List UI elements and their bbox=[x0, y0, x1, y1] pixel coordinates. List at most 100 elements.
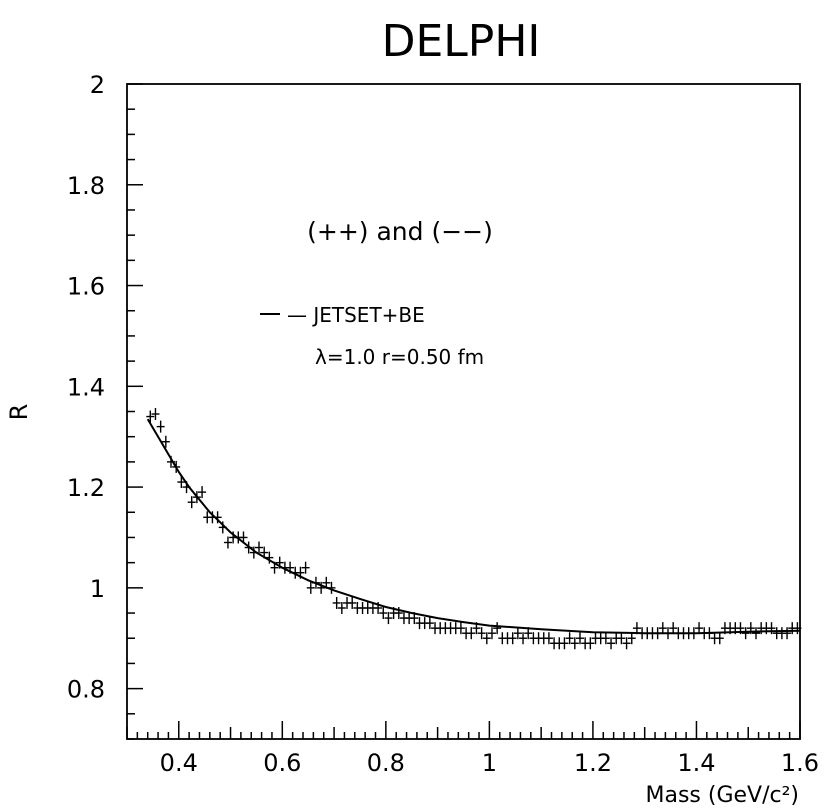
data-point bbox=[653, 627, 662, 640]
y-tick-label: 2 bbox=[90, 71, 105, 99]
annotation-parameters: λ=1.0 r=0.50 fm bbox=[315, 345, 484, 369]
x-tick-label: 1.4 bbox=[677, 749, 715, 777]
data-point bbox=[715, 632, 724, 645]
data-point bbox=[493, 622, 502, 635]
data-point bbox=[374, 602, 383, 614]
x-tick-label: 0.4 bbox=[160, 749, 198, 777]
data-point bbox=[570, 637, 579, 650]
data-point bbox=[394, 607, 403, 620]
legend-entry-jetset: — JETSET+BE bbox=[287, 303, 425, 327]
data-point bbox=[425, 617, 434, 630]
data-point bbox=[322, 576, 331, 589]
y-axis-label: R bbox=[5, 404, 33, 421]
data-point bbox=[669, 622, 678, 635]
data-point bbox=[265, 551, 274, 564]
data-point bbox=[565, 632, 574, 645]
data-point bbox=[751, 627, 760, 640]
x-tick-label: 1.2 bbox=[574, 749, 612, 777]
fit-curve bbox=[146, 418, 801, 635]
plot-frame bbox=[126, 83, 801, 740]
data-point bbox=[146, 410, 155, 423]
data-point bbox=[544, 632, 553, 645]
data-point bbox=[379, 607, 388, 620]
data-points bbox=[146, 408, 802, 650]
x-tick-label: 1.6 bbox=[781, 749, 819, 777]
data-point bbox=[767, 622, 776, 635]
data-point bbox=[658, 622, 667, 635]
data-point bbox=[317, 581, 326, 594]
data-point bbox=[218, 521, 227, 534]
data-point bbox=[524, 627, 533, 640]
data-point bbox=[223, 536, 232, 549]
x-tick-label: 1 bbox=[482, 749, 497, 777]
data-point bbox=[736, 622, 745, 635]
data-point bbox=[410, 612, 419, 625]
data-point bbox=[783, 627, 792, 640]
data-point bbox=[177, 476, 186, 489]
data-point bbox=[705, 627, 714, 640]
data-point bbox=[689, 627, 698, 640]
data-point bbox=[192, 491, 201, 504]
data-point bbox=[332, 596, 341, 609]
x-axis: 0.4 0.6 0.8 1 1.2 1.4 1.6 bbox=[126, 721, 819, 777]
data-point bbox=[249, 546, 258, 559]
y-tick-label: 1.8 bbox=[67, 172, 105, 200]
y-tick-label: 1.4 bbox=[67, 373, 105, 401]
data-point bbox=[244, 541, 253, 554]
data-point bbox=[601, 632, 610, 645]
data-point bbox=[270, 561, 279, 574]
y-tick-label: 0.8 bbox=[67, 676, 105, 704]
data-point bbox=[575, 632, 584, 645]
data-point bbox=[187, 496, 196, 509]
annotation-charge: (++) and (−−) bbox=[307, 217, 493, 246]
data-point bbox=[746, 622, 755, 635]
data-point bbox=[456, 622, 465, 635]
data-point bbox=[239, 531, 248, 544]
data-point bbox=[487, 627, 496, 640]
x-tick-label: 0.8 bbox=[367, 749, 405, 777]
data-point bbox=[508, 632, 517, 645]
data-point bbox=[513, 627, 522, 640]
data-point bbox=[260, 546, 269, 559]
data-point bbox=[482, 632, 491, 645]
data-point bbox=[472, 622, 481, 635]
data-point bbox=[384, 612, 393, 625]
data-point bbox=[301, 561, 310, 574]
data-point bbox=[632, 622, 641, 635]
x-axis-label: Mass (GeV/c²) bbox=[645, 783, 799, 808]
data-point bbox=[607, 637, 616, 650]
data-point bbox=[161, 435, 170, 448]
data-point bbox=[167, 455, 176, 468]
fit-line bbox=[146, 418, 801, 635]
data-point bbox=[311, 576, 320, 589]
data-point bbox=[156, 420, 165, 433]
data-point bbox=[617, 632, 626, 645]
y-axis: 0.8 1 1.2 1.4 1.6 1.8 2 bbox=[67, 71, 143, 740]
y-tick-label: 1 bbox=[90, 575, 105, 603]
data-point bbox=[255, 541, 264, 554]
x-tick-label: 0.6 bbox=[263, 749, 301, 777]
data-point bbox=[477, 627, 486, 640]
y-tick-label: 1.6 bbox=[67, 273, 105, 301]
data-point bbox=[337, 602, 346, 614]
data-point bbox=[793, 622, 802, 635]
data-point bbox=[695, 622, 704, 635]
data-point bbox=[622, 637, 631, 650]
data-point bbox=[198, 486, 207, 499]
data-point bbox=[327, 581, 336, 594]
data-point bbox=[586, 637, 595, 650]
data-point bbox=[213, 511, 222, 524]
data-point bbox=[467, 627, 476, 640]
y-tick-label: 1.2 bbox=[67, 474, 105, 502]
data-point bbox=[741, 627, 750, 640]
data-point bbox=[151, 408, 160, 421]
data-point bbox=[663, 627, 672, 640]
chart-title: DELPHI bbox=[382, 16, 541, 67]
data-point bbox=[306, 581, 315, 594]
data-point bbox=[627, 632, 636, 645]
data-point bbox=[172, 460, 181, 473]
data-point bbox=[519, 632, 528, 645]
data-point bbox=[182, 481, 191, 494]
data-point bbox=[286, 561, 295, 574]
